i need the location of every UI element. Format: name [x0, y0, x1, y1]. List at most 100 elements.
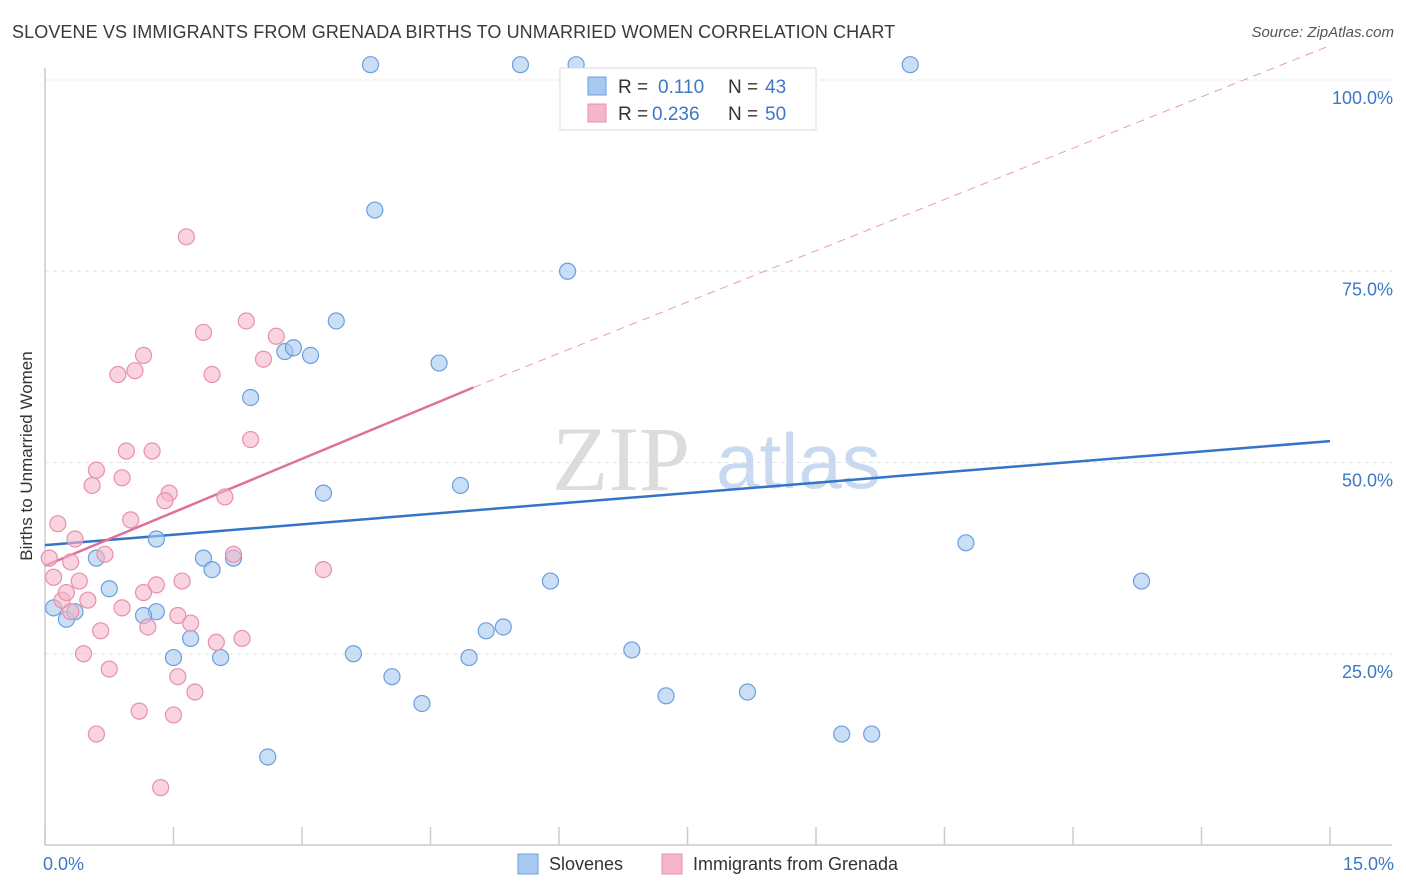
- y-axis-label: Births to Unmarried Women: [17, 351, 36, 560]
- bottom-legend-swatch-slovenes: [517, 853, 539, 875]
- point-0-15: [259, 748, 277, 766]
- y-tick-label-25: 25.0%: [1342, 662, 1393, 682]
- legend-n-label-1: N =: [728, 77, 758, 98]
- point-1-29: [177, 228, 195, 246]
- point-1-41: [267, 327, 285, 345]
- point-1-13: [100, 660, 118, 678]
- point-0-7: [147, 530, 165, 548]
- point-1-44: [87, 725, 106, 743]
- point-0-24: [383, 668, 401, 686]
- x-tick-label-0: 0.0%: [43, 854, 84, 874]
- legend-r-value-1: 0.110: [658, 77, 704, 98]
- point-0-35: [623, 641, 641, 659]
- gridlines: [45, 79, 1392, 655]
- point-0-36: [657, 687, 675, 705]
- legend-swatch-grenada: [587, 103, 607, 123]
- point-1-45: [113, 599, 131, 617]
- point-1-39: [242, 430, 260, 449]
- point-1-11: [92, 622, 110, 640]
- point-0-12: [212, 648, 230, 667]
- point-0-11: [203, 560, 221, 579]
- point-1-34: [207, 633, 225, 651]
- point-0-41: [957, 534, 975, 552]
- point-0-17: [284, 339, 303, 357]
- series-legend: Slovenes Immigrants from Grenada: [517, 853, 899, 875]
- point-1-32: [194, 323, 213, 342]
- point-1-8: [79, 591, 97, 609]
- point-1-37: [233, 629, 251, 648]
- point-0-30: [494, 618, 512, 636]
- legend-n-value-2: 50: [765, 104, 786, 125]
- point-1-36: [224, 545, 243, 563]
- point-0-29: [477, 622, 495, 640]
- legend-r-label-1: R =: [618, 77, 648, 98]
- point-0-4: [100, 580, 118, 598]
- point-1-43: [57, 583, 76, 602]
- point-0-34: [558, 262, 577, 280]
- point-1-15: [113, 469, 131, 487]
- point-0-39: [863, 725, 881, 743]
- point-1-0: [40, 549, 58, 567]
- point-0-21: [344, 645, 362, 663]
- trend-line-0: [44, 439, 1331, 547]
- point-0-14: [242, 388, 260, 407]
- legend-n-label-2: N =: [728, 104, 758, 125]
- point-0-18: [301, 346, 320, 364]
- point-1-38: [237, 312, 255, 330]
- point-1-17: [122, 511, 140, 529]
- point-0-20: [327, 312, 345, 330]
- point-1-22: [143, 442, 161, 460]
- y-tick-label-75: 75.0%: [1342, 279, 1393, 299]
- point-1-49: [62, 603, 80, 621]
- point-0-19: [314, 484, 333, 502]
- bottom-legend-label-slovenes: Slovenes: [549, 854, 623, 874]
- point-0-28: [460, 648, 478, 667]
- point-0-26: [430, 354, 448, 372]
- point-0-9: [182, 629, 200, 648]
- point-0-42: [1132, 572, 1151, 590]
- legend-swatch-slovenes: [587, 76, 607, 96]
- point-0-31: [511, 56, 530, 74]
- point-1-35: [216, 488, 234, 506]
- source-label: Source: ZipAtlas.com: [1251, 24, 1394, 41]
- point-1-21: [139, 618, 157, 636]
- data-points: [40, 56, 1151, 797]
- point-0-23: [366, 201, 384, 219]
- trend-line-1: [44, 386, 474, 567]
- point-1-5: [66, 530, 84, 548]
- point-1-47: [156, 492, 174, 510]
- y-tick-label-50: 50.0%: [1342, 471, 1393, 491]
- point-1-10: [87, 461, 106, 479]
- bottom-legend-swatch-grenada: [661, 853, 683, 875]
- point-0-38: [833, 725, 851, 743]
- point-0-27: [451, 476, 470, 495]
- point-1-33: [203, 365, 221, 384]
- chart-title: SLOVENE VS IMMIGRANTS FROM GRENADA BIRTH…: [12, 22, 896, 42]
- point-1-28: [173, 572, 191, 590]
- point-0-10: [194, 549, 213, 567]
- point-1-48: [169, 606, 187, 625]
- point-1-12: [96, 545, 114, 563]
- tick-labels: 25.0% 50.0% 75.0% 100.0% 0.0% 15.0%: [43, 88, 1394, 874]
- y-tick-label-100: 100.0%: [1332, 88, 1393, 108]
- point-1-30: [182, 614, 200, 632]
- point-1-31: [186, 683, 204, 701]
- bottom-legend-label-grenada: Immigrants from Grenada: [693, 854, 899, 874]
- correlation-legend: R = 0.110 N = 43 R = 0.236 N = 50: [559, 67, 817, 131]
- point-0-22: [361, 56, 380, 74]
- legend-r-label-2: R =: [618, 104, 648, 125]
- legend-r-value-2: 0.236: [652, 104, 700, 125]
- point-0-37: [738, 683, 757, 701]
- point-1-23: [147, 576, 165, 594]
- legend-n-value-1: 43: [765, 77, 786, 98]
- point-1-20: [134, 346, 153, 364]
- point-1-14: [109, 365, 127, 384]
- point-0-40: [901, 56, 919, 74]
- point-1-26: [164, 706, 183, 724]
- point-1-4: [62, 553, 80, 571]
- axes: [44, 68, 1392, 846]
- point-1-42: [314, 560, 333, 579]
- point-1-40: [254, 350, 273, 368]
- trend-lines: [44, 45, 1331, 567]
